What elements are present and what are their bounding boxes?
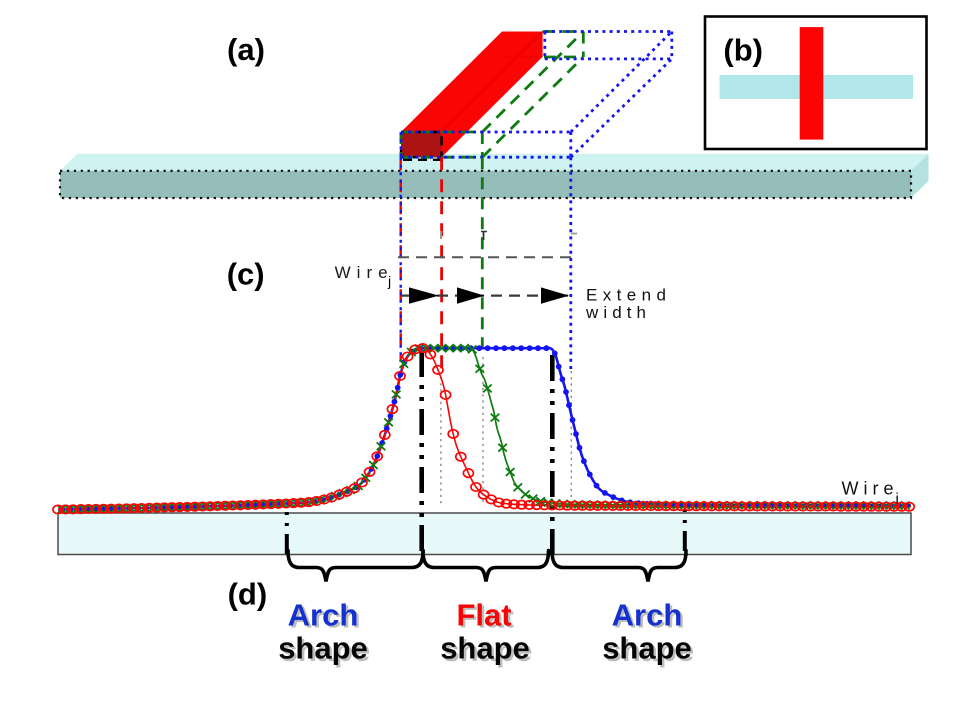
svg-text:(a): (a) — [227, 32, 265, 67]
svg-text:Arch: Arch — [612, 597, 683, 632]
svg-text:Flat: Flat — [459, 600, 514, 635]
svg-text:Flat: Flat — [456, 597, 511, 632]
svg-text:shape: shape — [278, 631, 368, 666]
svg-text:Extend: Extend — [586, 285, 666, 304]
svg-text:shape: shape — [605, 633, 695, 668]
svg-text:Arch: Arch — [288, 597, 359, 632]
svg-text:shape: shape — [602, 631, 692, 666]
svg-text:Arch: Arch — [290, 600, 361, 635]
svg-text:shape: shape — [281, 633, 371, 668]
svg-text:shape: shape — [440, 631, 530, 666]
svg-text:(b): (b) — [723, 32, 763, 67]
svg-text:i: i — [896, 491, 899, 508]
svg-text:j: j — [387, 273, 391, 289]
svg-text:(c): (c) — [227, 256, 265, 291]
svg-text:width: width — [585, 303, 646, 322]
svg-text:shape: shape — [443, 633, 533, 668]
svg-text:Arch: Arch — [614, 600, 685, 635]
svg-text:(d): (d) — [228, 576, 268, 611]
